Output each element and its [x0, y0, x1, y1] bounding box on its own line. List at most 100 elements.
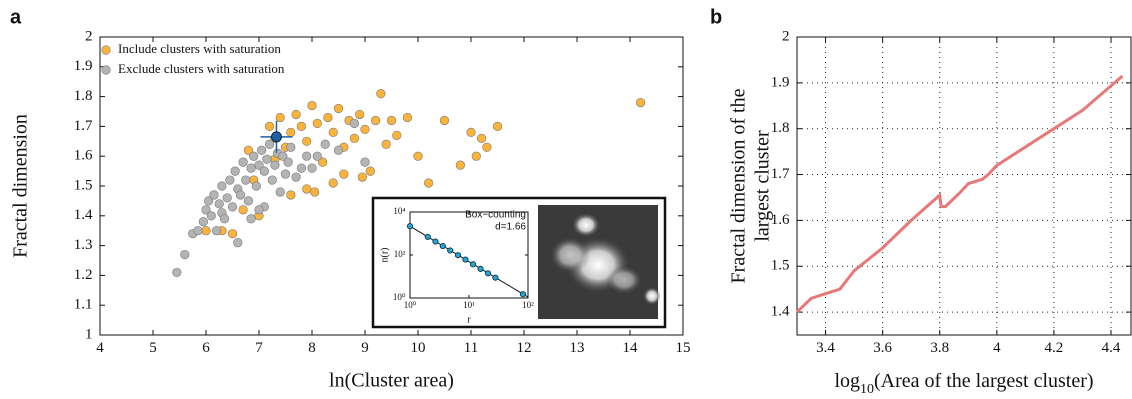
y-tick-label: 1.6	[74, 148, 93, 164]
y-axis-label: Fractal dimension of the	[728, 88, 750, 283]
y-tick-label: 10⁴	[393, 206, 405, 216]
point	[407, 224, 412, 229]
scatter-point	[377, 89, 386, 98]
scatter-point	[239, 206, 248, 215]
y-tick-label: 1.2	[74, 267, 93, 283]
scatter-point	[247, 214, 256, 223]
y-tick-label: 1.6	[771, 212, 790, 228]
scatter-point	[228, 229, 237, 238]
scatter-point	[297, 122, 306, 131]
y-tick-label: 1.9	[74, 58, 93, 74]
scatter-point	[207, 212, 216, 221]
plot-frame	[797, 37, 1131, 335]
scatter-point	[440, 116, 449, 125]
x-tick-label: 14	[623, 340, 639, 356]
x-tick-label: 10¹	[463, 300, 475, 310]
x-axis-label: log10(Area of the largest cluster)	[834, 370, 1093, 397]
scatter-point	[456, 161, 465, 170]
x-tick-label: 3.6	[873, 340, 892, 356]
scatter-point	[181, 250, 190, 259]
y-tick-label: 1.1	[74, 297, 93, 313]
scatter-point	[636, 98, 645, 107]
point	[448, 248, 453, 253]
scatter-point	[287, 143, 296, 152]
scatter-point	[257, 146, 266, 155]
x-tick-label: 10	[411, 340, 426, 356]
scatter-point	[350, 119, 359, 128]
x-tick-label: 13	[570, 340, 585, 356]
x-tick-label: 9	[361, 340, 369, 356]
x-tick-label: 12	[517, 340, 532, 356]
scatter-point	[358, 173, 367, 182]
scatter-point	[493, 122, 502, 131]
x-axis-label-part: 10	[860, 382, 874, 397]
scatter-point	[268, 176, 277, 185]
scatter-point	[382, 140, 391, 149]
panel-label: a	[10, 6, 22, 28]
scatter-point	[292, 110, 301, 119]
scatter-point	[477, 134, 486, 143]
point	[425, 234, 430, 239]
y-tick-label: 10⁰	[393, 292, 406, 302]
scatter-point	[313, 152, 322, 161]
scatter-point	[231, 167, 240, 176]
scatter-point	[308, 101, 317, 110]
scatter-point	[334, 146, 343, 155]
scatter-point	[467, 128, 476, 137]
y-tick-label: 1.5	[771, 258, 790, 274]
x-tick-label: 4.2	[1045, 340, 1064, 356]
scatter-point	[334, 104, 343, 113]
y-tick-label: 1.8	[74, 88, 93, 104]
y-tick-label: 2	[782, 28, 790, 44]
scatter-point	[366, 167, 375, 176]
scatter-point	[483, 143, 492, 152]
scatter-point	[210, 191, 219, 200]
point	[485, 271, 490, 276]
scatter-point	[340, 170, 349, 179]
scatter-point	[281, 170, 290, 179]
scatter-point	[220, 214, 229, 223]
scatter-point	[247, 164, 256, 173]
marked-point	[271, 132, 281, 142]
scatter-point	[276, 188, 285, 197]
scatter-point	[255, 206, 264, 215]
scatter-point	[263, 155, 272, 164]
scatter-point	[302, 152, 311, 161]
point	[520, 292, 525, 297]
point	[440, 243, 445, 248]
scatter-point	[226, 176, 235, 185]
x-tick-label: 15	[676, 340, 691, 356]
point	[463, 257, 468, 262]
figure: 45678910111213141511.11.21.31.41.51.61.7…	[0, 0, 1132, 399]
scatter-point	[173, 268, 182, 277]
scatter-point	[241, 176, 250, 185]
scatter-point	[321, 140, 330, 149]
scatter-point	[313, 119, 322, 128]
annotation: Box−counting	[465, 210, 526, 221]
x-tick-label: 7	[255, 340, 263, 356]
y-tick-label: 1.7	[771, 166, 790, 182]
x-axis-label: ln(Cluster area)	[329, 370, 454, 392]
scatter-point	[223, 194, 232, 203]
x-tick-label: 10⁰	[404, 300, 417, 310]
y-tick-label: 1.7	[74, 118, 93, 134]
scatter-point	[329, 128, 338, 137]
x-tick-label: 6	[202, 340, 210, 356]
scatter-point	[350, 134, 359, 143]
y-tick-label: 1.4	[771, 304, 790, 320]
x-tick-label: 4	[96, 340, 104, 356]
scatter-point	[276, 113, 285, 122]
scatter-point	[202, 226, 211, 235]
scatter-point	[236, 191, 245, 200]
scatter-point	[199, 217, 208, 226]
x-axis-label-part: (Area of the largest cluster)	[874, 370, 1094, 392]
x-tick-label: 11	[464, 340, 478, 356]
scatter-point	[265, 140, 274, 149]
legend-marker	[102, 66, 111, 75]
y-axis-label: n(r)	[379, 248, 390, 263]
scatter-point	[308, 164, 317, 173]
scatter-point	[424, 179, 433, 188]
scatter-point	[324, 113, 333, 122]
scatter-point	[260, 167, 269, 176]
scatter-point	[215, 200, 224, 209]
